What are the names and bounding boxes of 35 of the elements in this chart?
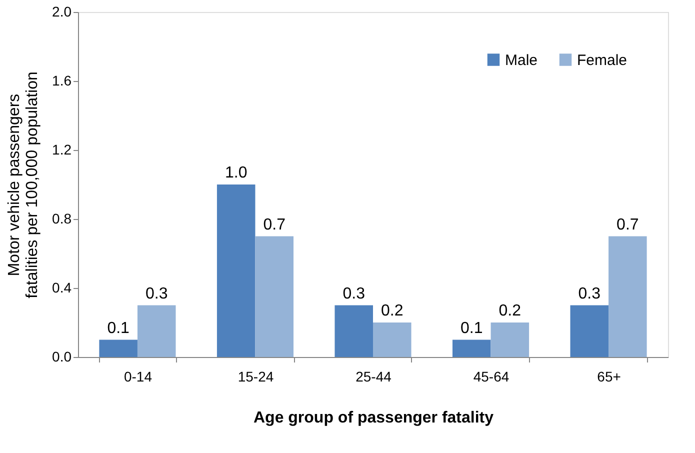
- bar: [373, 322, 412, 357]
- bar: [570, 305, 609, 357]
- data-label: 0.3: [145, 285, 168, 302]
- data-label: 1.0: [224, 164, 248, 182]
- y-tick-label: 0.4: [52, 280, 72, 296]
- bar: [608, 236, 647, 357]
- data-label: 0.2: [381, 302, 404, 320]
- x-tick-label: 25-44: [356, 368, 392, 384]
- data-label: 0.3: [578, 285, 601, 302]
- bar: [334, 305, 373, 357]
- bar: [99, 340, 138, 357]
- bar: [137, 305, 176, 357]
- x-tick-label: 65+: [597, 368, 621, 384]
- bar: [255, 236, 294, 357]
- x-tick-label: 0-14: [124, 368, 152, 384]
- legend-label: Male: [505, 52, 538, 69]
- y-tick-label: 1.6: [52, 72, 72, 88]
- x-axis-title: Age group of passenger fatality: [253, 410, 494, 426]
- x-tick-label: 15-24: [238, 368, 274, 384]
- bar: [490, 322, 530, 357]
- bar: [452, 340, 491, 357]
- data-label: 0.7: [263, 216, 286, 234]
- data-label: 0.2: [498, 302, 522, 320]
- y-tick-label: 1.2: [52, 142, 72, 158]
- legend-label: Female: [577, 52, 628, 69]
- data-label: 0.1: [460, 320, 483, 337]
- x-tick-label: 45-64: [473, 368, 510, 384]
- data-label: 0.1: [107, 320, 130, 337]
- y-tick-label: 0.0: [52, 348, 72, 364]
- bar: [216, 184, 256, 357]
- data-label: 0.7: [616, 216, 639, 234]
- data-label: 0.3: [342, 285, 366, 302]
- y-axis-title: Motor vehicle passengers fatalities per 100,000 population: [6, 72, 42, 298]
- y-tick-label: 0.8: [52, 210, 72, 226]
- y-tick-label: 2.0: [52, 4, 72, 20]
